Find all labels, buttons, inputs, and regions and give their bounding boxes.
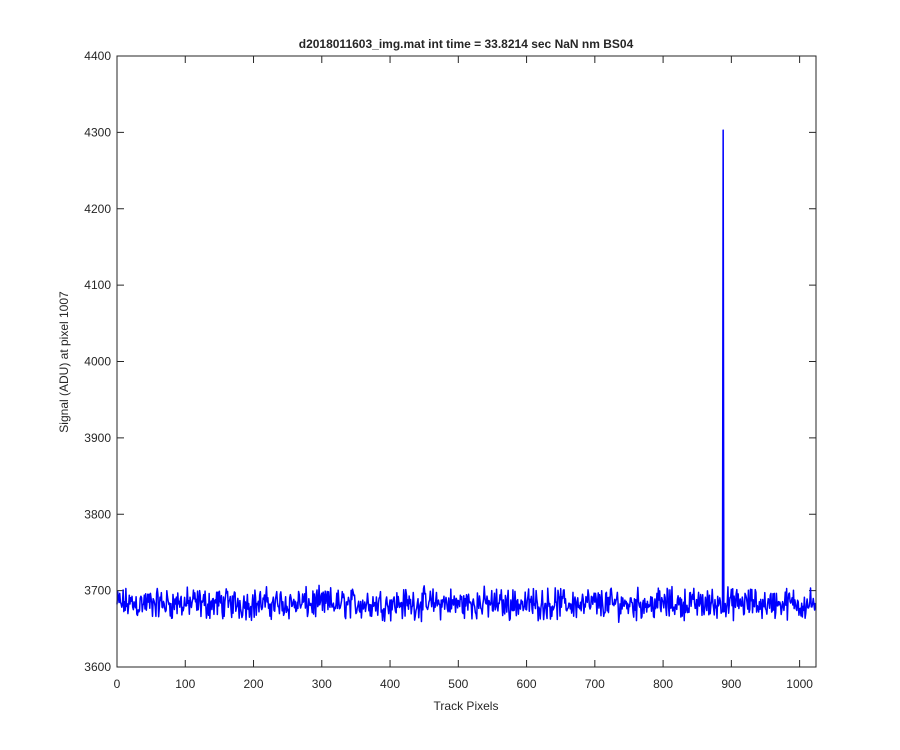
plot-area [117,56,816,667]
x-axis-label: Track Pixels [434,699,499,713]
x-tick-label: 600 [517,677,537,691]
series-group [116,129,817,624]
x-tick-label: 0 [114,677,121,691]
x-tick-label: 200 [244,677,264,691]
x-tick-label: 300 [312,677,332,691]
y-tick-label: 4000 [84,355,111,369]
y-tick-label: 4300 [84,125,111,139]
y-tick-label: 3600 [84,660,111,674]
y-tick-label: 4400 [84,49,111,63]
x-tick-label: 1000 [786,677,813,691]
x-tick-label: 100 [175,677,195,691]
y-tick-label: 4200 [84,202,111,216]
y-tick-label: 4100 [84,278,111,292]
chart-title: d2018011603_img.mat int time = 33.8214 s… [299,37,634,51]
axes-box [116,55,817,668]
y-tick-label: 3800 [84,507,111,521]
y-tick-label: 3700 [84,584,111,598]
y-axis-label: Signal (ADU) at pixel 1007 [57,291,71,433]
x-tick-label: 700 [585,677,605,691]
x-tick-label: 500 [448,677,468,691]
x-tick-label: 400 [380,677,400,691]
x-tick-label: 800 [653,677,673,691]
axis-ticks: 0 100 200 300 400 500 600 700 800 900 1000 3600 3700… [84,49,816,691]
x-tick-label: 900 [721,677,741,691]
y-tick-label: 3900 [84,431,111,445]
series-line [116,129,817,624]
